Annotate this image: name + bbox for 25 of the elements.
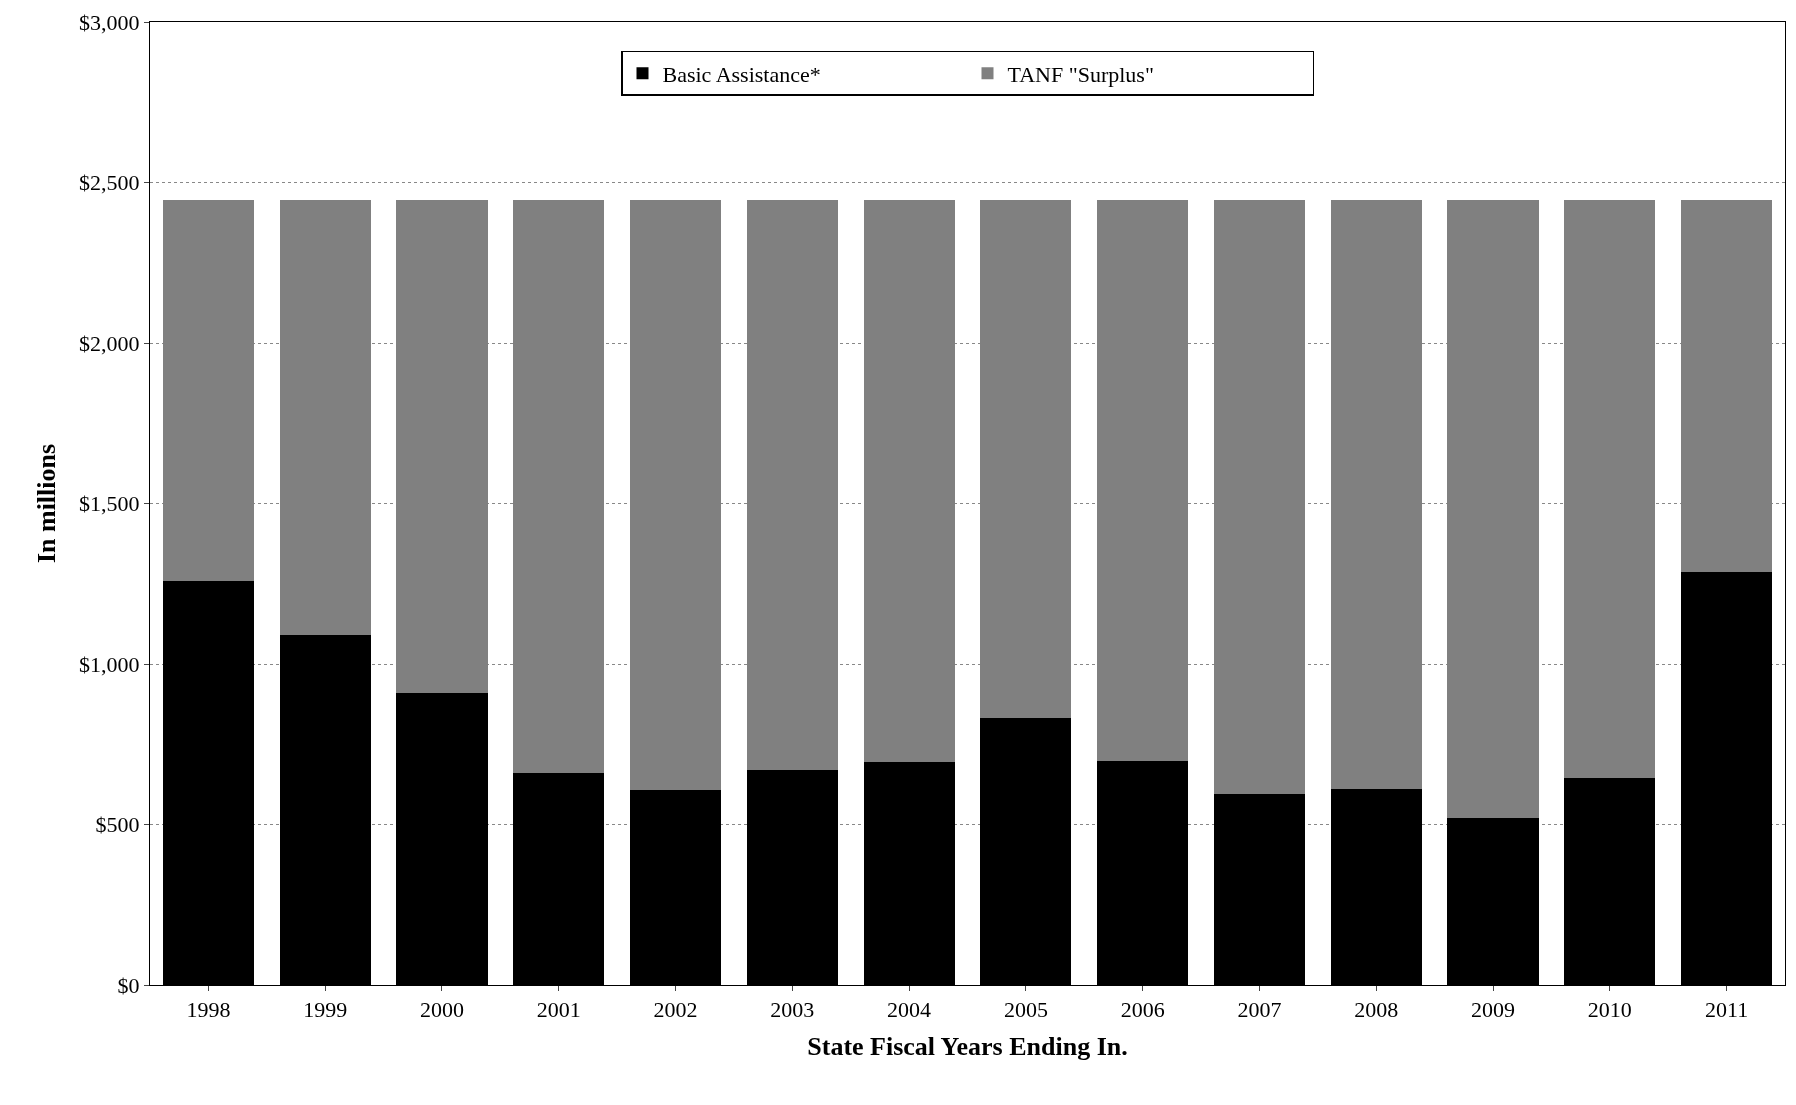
y-axis-title: In millions: [32, 443, 62, 564]
x-tick-label: 2005: [1003, 997, 1048, 1023]
y-tick-label: $2,500: [79, 170, 140, 196]
x-tick-label: 2006: [1120, 997, 1165, 1023]
legend-label: TANF "Surplus": [1007, 61, 1154, 87]
y-tick-label: $0: [117, 972, 140, 998]
x-tick-label: 2009: [1471, 997, 1516, 1023]
x-tick-label: 2003: [770, 997, 815, 1023]
y-tick-label: $1,000: [79, 651, 140, 677]
x-tick-label: 1998: [186, 997, 231, 1023]
x-axis-title: State Fiscal Years Ending In.: [807, 1032, 1128, 1062]
x-tick-label: 2004: [887, 997, 932, 1023]
y-tick-label: $3,000: [79, 9, 140, 35]
x-tick-label: 1999: [303, 997, 348, 1023]
x-tick-label: 2000: [419, 997, 464, 1023]
x-tick-label: 2007: [1237, 997, 1282, 1023]
x-tick-label: 2010: [1587, 997, 1632, 1023]
x-tick-label: 2002: [653, 997, 698, 1023]
legend-label: Basic Assistance*: [662, 61, 821, 87]
x-tick-label: 2008: [1354, 997, 1399, 1023]
y-tick-label: $1,500: [79, 491, 140, 517]
x-tick-label: 2001: [536, 997, 581, 1023]
x-tick-label: 2011: [1705, 997, 1749, 1023]
y-tick-label: $500: [95, 812, 140, 838]
y-tick-label: $2,000: [79, 330, 140, 356]
